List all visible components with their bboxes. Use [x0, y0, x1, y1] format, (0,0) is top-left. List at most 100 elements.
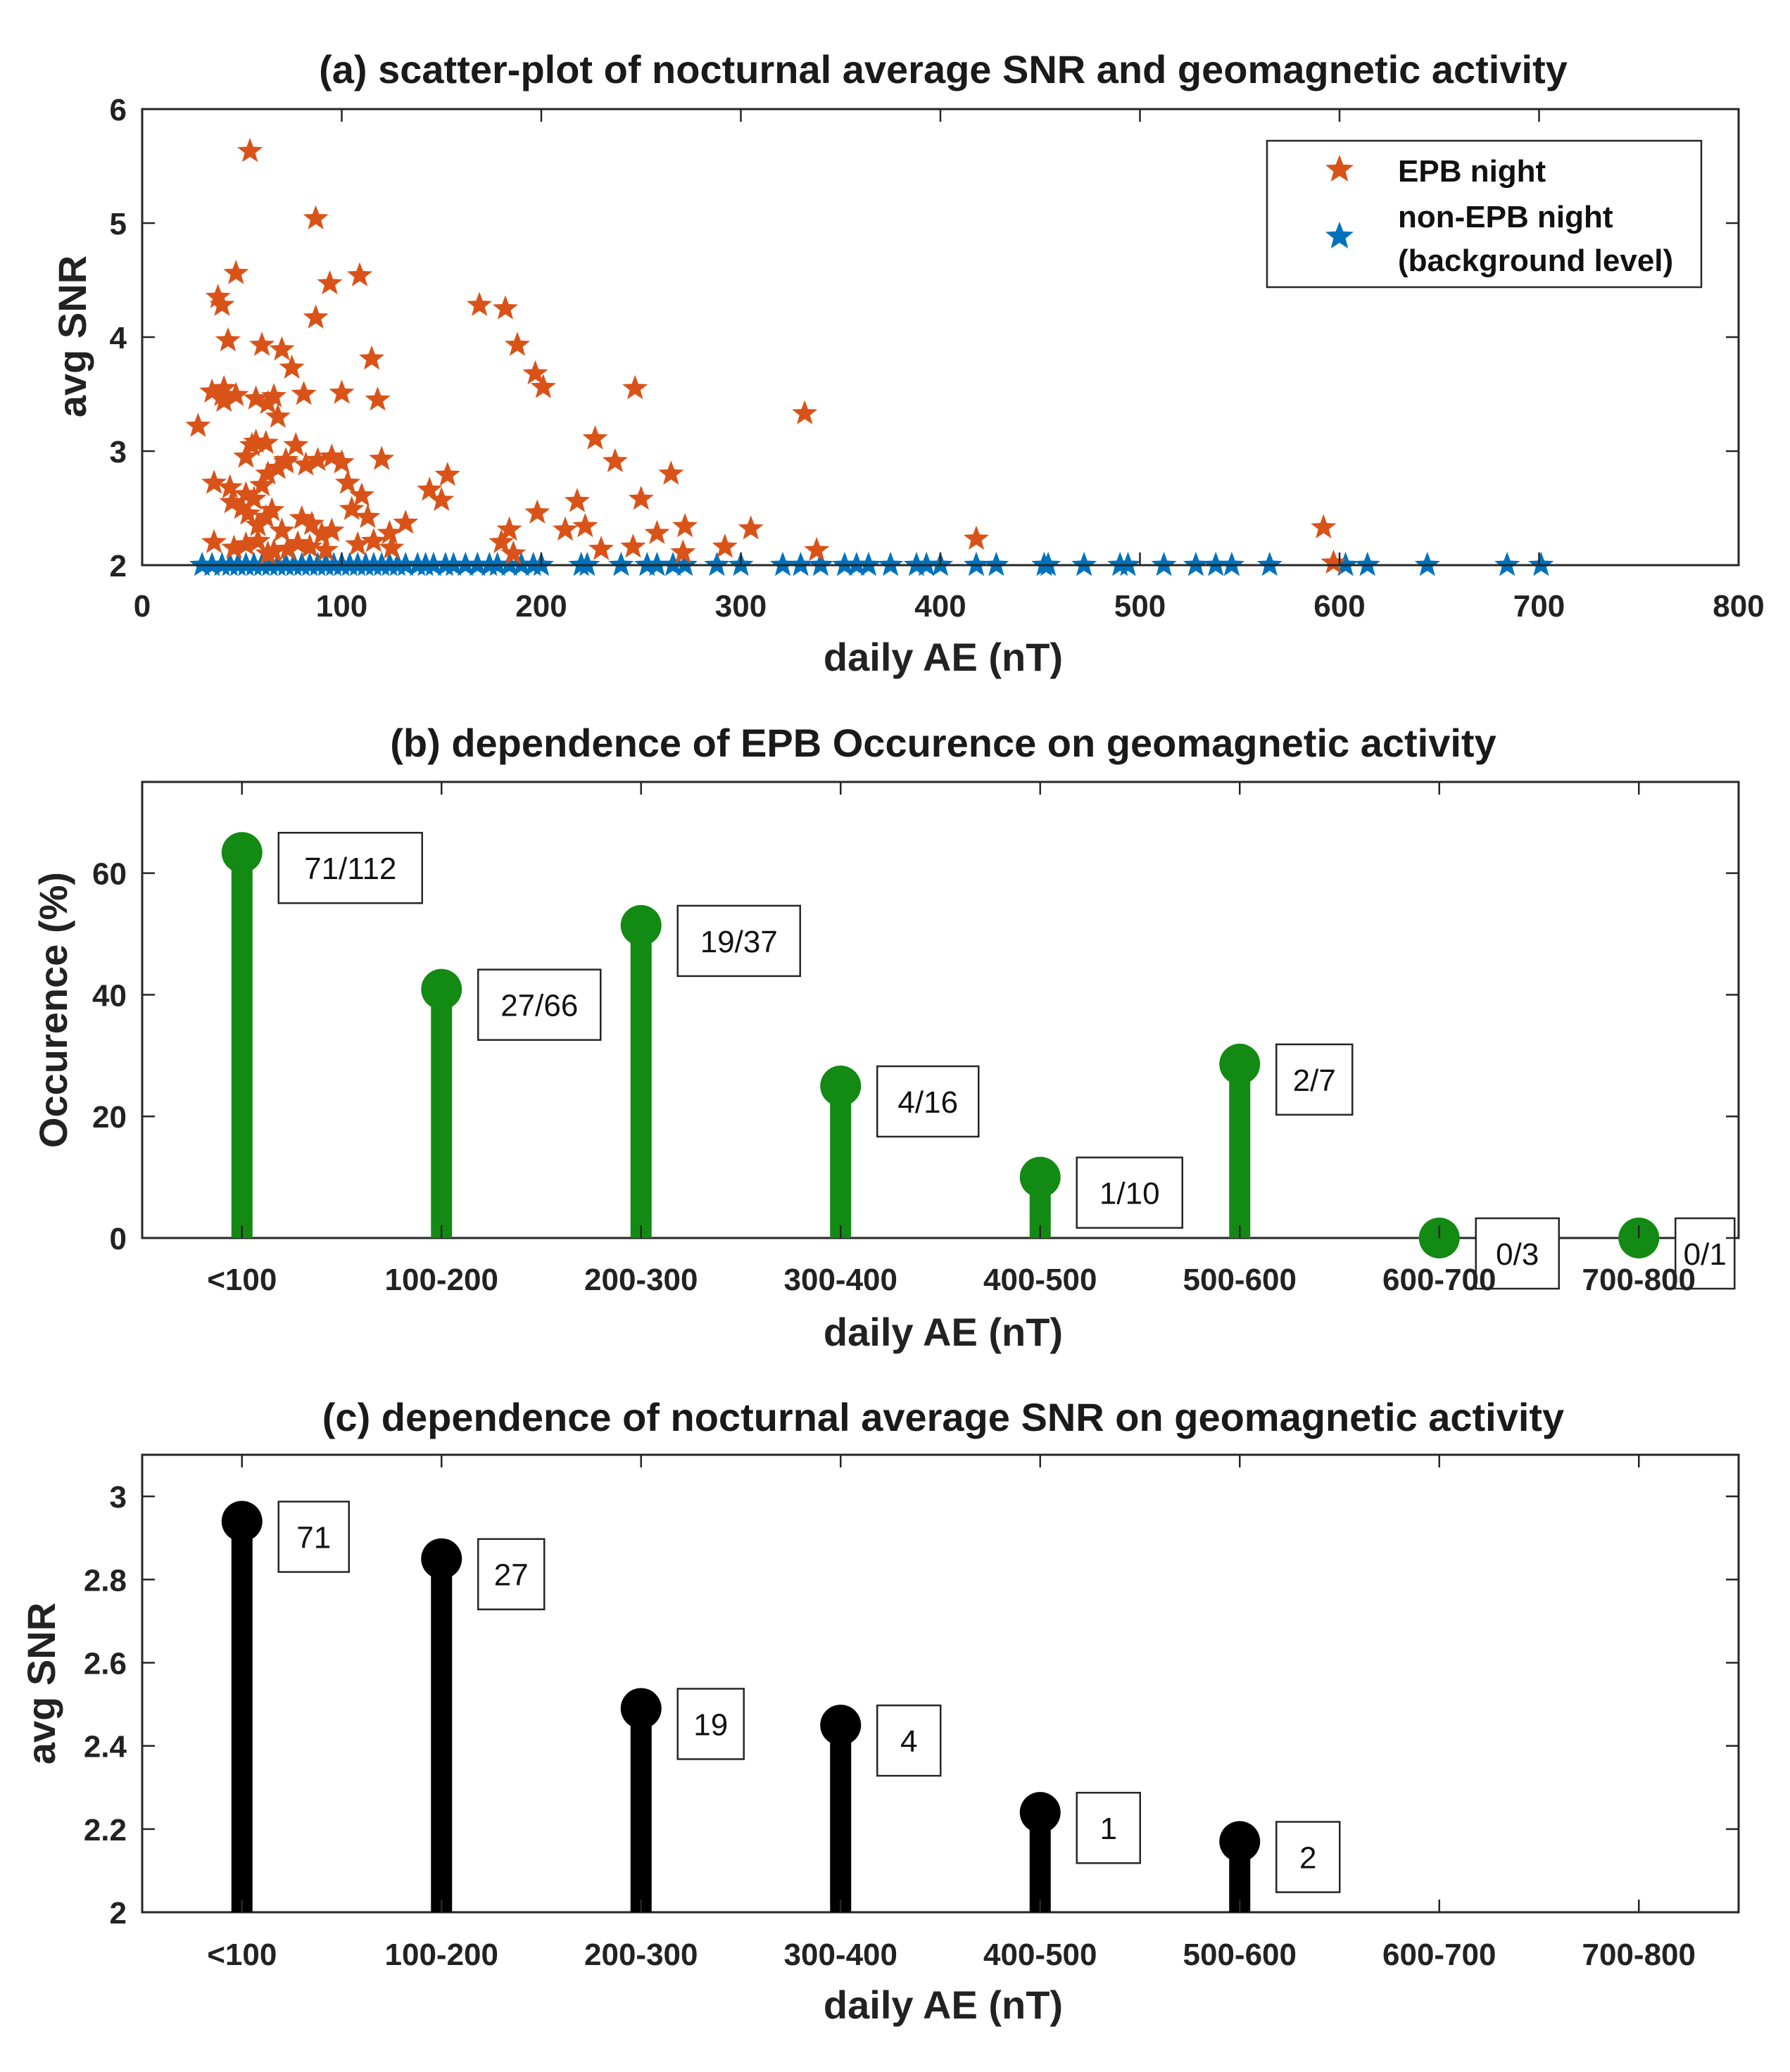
y-tick-label: 6 [110, 93, 127, 127]
stem-marker [620, 1688, 662, 1729]
y-tick-label: 5 [110, 207, 127, 241]
stem-marker [820, 1066, 862, 1106]
annotation-box [876, 1065, 980, 1138]
nonepb-point [788, 552, 814, 576]
nonepb-point [634, 552, 660, 576]
category-tick-label: 600-700 [1382, 1263, 1496, 1297]
annotation-box [1475, 1217, 1560, 1290]
nonepb-point [189, 552, 215, 576]
epb-point [524, 499, 550, 524]
annotation-box [676, 1688, 745, 1760]
epb-point [259, 497, 285, 522]
y-tick-label: 2.2 [84, 1813, 127, 1847]
epb-point [241, 486, 267, 510]
legend-label-nonepb: non-EPB night [1398, 200, 1613, 234]
nonepb-point [964, 552, 990, 576]
stem-marker [1019, 1156, 1061, 1198]
epb-point [201, 469, 227, 494]
epb-point [219, 488, 245, 514]
epb-point [369, 446, 395, 470]
nonepb-point [441, 552, 467, 576]
epb-point [269, 517, 295, 542]
category-tick-label: 700-800 [1582, 1263, 1696, 1297]
x-tick-label: 400 [914, 589, 966, 624]
nonepb-point [1183, 552, 1209, 576]
y-tick-label: 40 [92, 978, 127, 1013]
category-tick-label: 200-300 [584, 1938, 698, 1972]
x-tick-label: 700 [1513, 589, 1565, 624]
epb-point [265, 455, 291, 479]
stem-marker [1219, 1043, 1261, 1085]
epb-point [492, 295, 518, 320]
epb-point [201, 529, 227, 553]
category-tick-label: <100 [207, 1938, 277, 1972]
epb-point [319, 517, 345, 542]
category-tick-label: 200-300 [584, 1263, 698, 1297]
annotation-box [1076, 1156, 1183, 1229]
annotation-box [876, 1704, 942, 1777]
epb-point [522, 360, 548, 385]
panel-b-title: (b) dependence of EPB Occurence on geoma… [390, 721, 1496, 765]
epb-point [209, 291, 235, 316]
epb-point [792, 400, 818, 424]
epb-point [672, 512, 698, 538]
nonepb-point [393, 552, 419, 576]
epb-point [417, 476, 443, 501]
epb-point [658, 460, 684, 485]
epb-point [305, 447, 331, 472]
annotation-box [676, 904, 801, 978]
panel-c-axes-box [141, 1453, 1740, 1914]
annotation-label: 0/1 [1684, 1237, 1727, 1272]
annotation-label: 4/16 [897, 1085, 958, 1120]
epb-point [239, 431, 265, 457]
nonepb-point [1218, 552, 1244, 576]
epb-point [339, 495, 365, 520]
epb-point [572, 512, 598, 538]
nonepb-point [831, 552, 857, 576]
nonepb-point [1203, 552, 1229, 576]
epb-point [297, 533, 323, 558]
y-tick-label: 2 [110, 1896, 127, 1931]
panel-a-ylabel: avg SNR [50, 255, 94, 417]
epb-point [496, 516, 522, 541]
annotation-box [477, 1538, 546, 1610]
category-tick-label: 400-500 [983, 1263, 1097, 1297]
y-tick-label: 2.4 [84, 1730, 127, 1764]
annotation-label: 19/37 [700, 925, 778, 959]
epb-point [504, 331, 531, 356]
epb-point [185, 412, 211, 437]
epb-point [303, 304, 329, 329]
y-tick-label: 2.6 [84, 1646, 127, 1681]
panel-c-snr: (c) dependence of nocturnal average SNR … [19, 1395, 1740, 2027]
epb-point [582, 425, 608, 450]
epb-point [1311, 514, 1337, 538]
category-tick-label: 500-600 [1183, 1938, 1297, 1972]
nonepb-point [199, 552, 225, 576]
y-tick-label: 2 [110, 549, 127, 583]
nonepb-point [1332, 552, 1359, 576]
panel-b-ylabel: Occurence (%) [31, 872, 75, 1148]
y-tick-label: 3 [110, 435, 127, 469]
x-tick-label: 600 [1313, 589, 1365, 624]
nonepb-point [1354, 552, 1380, 576]
epb-point [620, 533, 646, 558]
epb-point [261, 383, 287, 408]
annotation-box [1275, 1043, 1354, 1116]
epb-point [245, 512, 271, 536]
epb-point [588, 536, 614, 560]
epb-point [379, 534, 405, 560]
category-tick-label: 100-200 [385, 1938, 498, 1972]
epb-point [348, 482, 374, 507]
panel-b-axes-box [141, 781, 1740, 1239]
stem-marker [421, 1538, 462, 1579]
epb-point [255, 460, 281, 485]
epb-point [261, 538, 287, 562]
nonepb-point [420, 552, 446, 576]
epb-point [298, 510, 324, 536]
epb-point [434, 462, 460, 486]
epb-point [289, 505, 315, 529]
y-tick-label: 0 [110, 1222, 127, 1256]
nonepb-point [704, 552, 730, 576]
epb-point [359, 345, 385, 370]
